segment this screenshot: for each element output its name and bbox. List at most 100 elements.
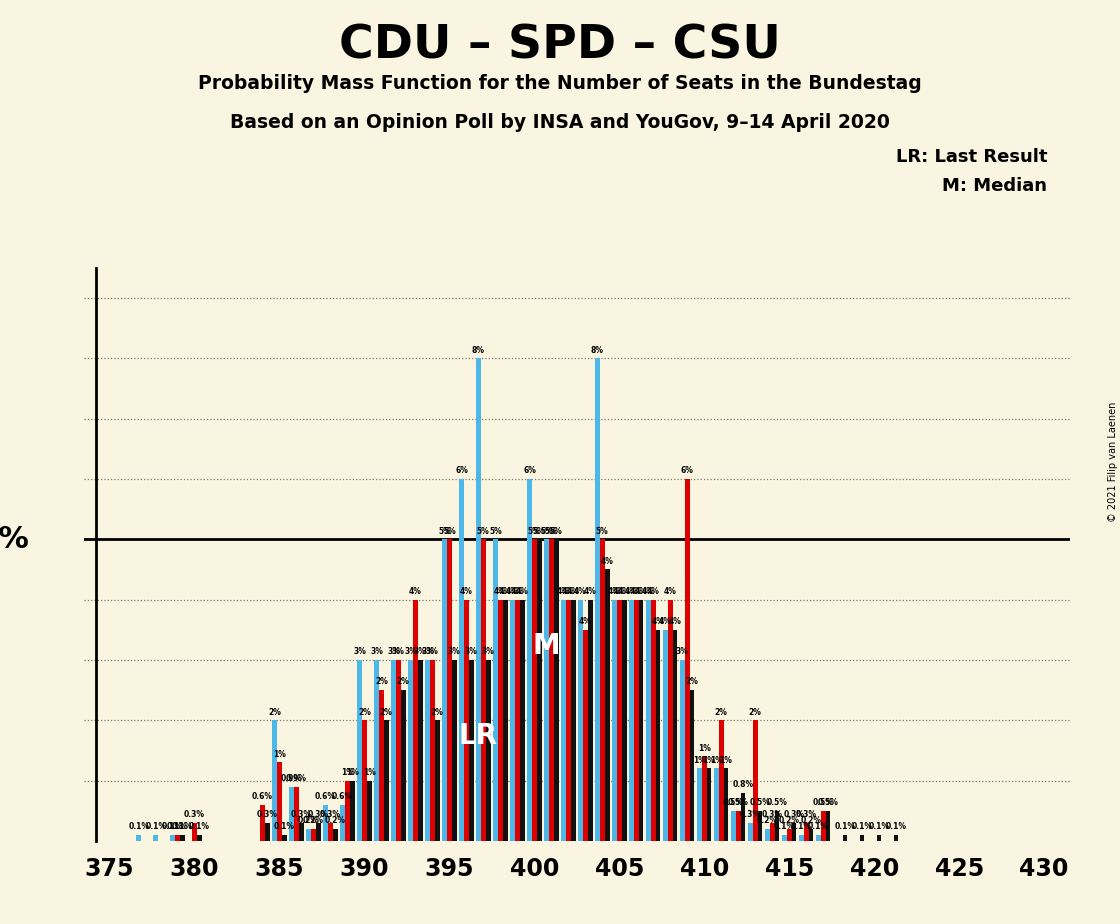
Bar [408,660,413,841]
Text: 4%: 4% [669,617,682,626]
Text: Probability Mass Function for the Number of Seats in the Bundestag: Probability Mass Function for the Number… [198,74,922,93]
Bar [175,834,180,841]
Bar [282,834,287,841]
Bar [724,769,728,841]
Text: 4%: 4% [652,617,664,626]
Text: 1%: 1% [702,756,716,765]
Text: 4%: 4% [659,617,672,626]
Bar [753,720,757,841]
Text: 4%: 4% [629,587,643,596]
Bar [510,600,515,841]
Text: 6%: 6% [681,467,693,476]
Bar [799,834,804,841]
Text: 4%: 4% [608,587,620,596]
Text: 2%: 2% [380,708,393,717]
Bar [690,690,694,841]
Bar [600,540,605,841]
Text: 0.1%: 0.1% [868,822,889,832]
Bar [617,600,622,841]
Text: 0.3%: 0.3% [320,810,340,820]
Bar [842,834,848,841]
Text: 0.1%: 0.1% [162,822,183,832]
Text: 0.2%: 0.2% [778,816,800,825]
Text: 4%: 4% [647,587,660,596]
Text: 4%: 4% [625,587,638,596]
Bar [561,600,566,841]
Bar [435,720,439,841]
Text: 0.1%: 0.1% [808,822,829,832]
Bar [736,810,740,841]
Text: 1%: 1% [720,756,732,765]
Text: 0.3%: 0.3% [184,810,205,820]
Bar [391,660,395,841]
Text: 5%: 5% [540,527,553,536]
Text: 4%: 4% [664,587,676,596]
Text: 8%: 8% [472,346,485,355]
Bar [684,479,690,841]
Text: 0.1%: 0.1% [851,822,872,832]
Bar [571,600,576,841]
Bar [153,834,158,841]
Text: © 2021 Filip van Laenen: © 2021 Filip van Laenen [1108,402,1118,522]
Text: 3%: 3% [448,648,460,656]
Text: 0.3%: 0.3% [256,810,278,820]
Text: 8%: 8% [591,346,604,355]
Bar [605,569,609,841]
Text: 4%: 4% [600,557,614,565]
Text: 1%: 1% [698,744,711,753]
Bar [528,479,532,841]
Text: 4%: 4% [635,587,647,596]
Text: 0.1%: 0.1% [146,822,166,832]
Bar [894,834,898,841]
Bar [740,793,746,841]
Text: 0.5%: 0.5% [749,798,771,807]
Text: 4%: 4% [506,587,519,596]
Bar [612,600,617,841]
Text: 0.3%: 0.3% [784,810,804,820]
Text: 5%: 5% [477,527,489,536]
Bar [272,720,277,841]
Bar [401,690,405,841]
Text: 3%: 3% [465,648,477,656]
Text: 5%: 5% [489,527,502,536]
Text: 4%: 4% [511,587,524,596]
Bar [520,600,524,841]
Text: 0.3%: 0.3% [308,810,329,820]
Text: 4%: 4% [515,587,529,596]
Bar [860,834,865,841]
Text: 0.2%: 0.2% [757,816,778,825]
Text: 2%: 2% [715,708,728,717]
Bar [787,829,792,841]
Text: M: M [533,632,560,660]
Text: 1%: 1% [273,750,286,759]
Text: 5%: 5% [0,525,30,553]
Bar [782,834,786,841]
Text: 3%: 3% [676,648,689,656]
Bar [769,822,775,841]
Text: 0.1%: 0.1% [273,822,295,832]
Bar [170,834,175,841]
Text: 5%: 5% [550,527,562,536]
Text: 4%: 4% [557,587,570,596]
Bar [673,630,678,841]
Bar [595,359,600,841]
Bar [582,630,588,841]
Bar [566,600,571,841]
Bar [809,829,813,841]
Text: 5%: 5% [438,527,451,536]
Text: 0.5%: 0.5% [813,798,833,807]
Bar [775,810,780,841]
Bar [418,660,422,841]
Bar [719,720,724,841]
Bar [413,600,418,841]
Bar [324,805,328,841]
Text: 0.5%: 0.5% [766,798,787,807]
Text: 4%: 4% [575,587,587,596]
Bar [638,600,644,841]
Bar [702,757,707,841]
Text: 3%: 3% [392,648,404,656]
Bar [459,479,464,841]
Text: 1%: 1% [693,756,706,765]
Text: 0.1%: 0.1% [774,822,795,832]
Bar [825,810,830,841]
